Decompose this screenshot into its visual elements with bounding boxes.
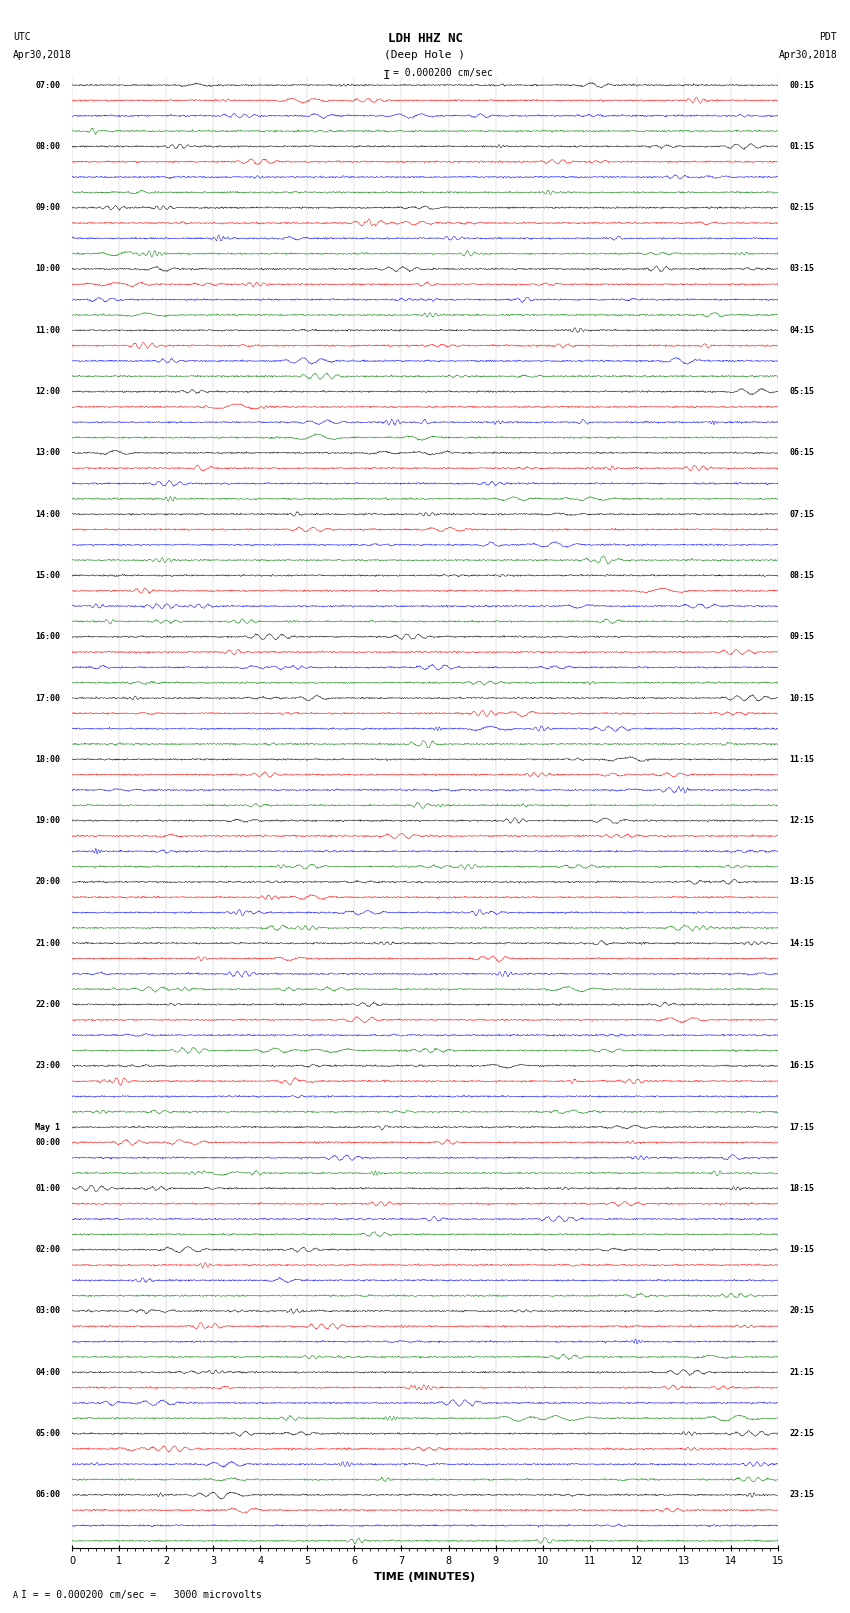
- Text: 11:15: 11:15: [790, 755, 814, 765]
- Text: 14:00: 14:00: [36, 510, 60, 519]
- X-axis label: TIME (MINUTES): TIME (MINUTES): [375, 1571, 475, 1582]
- Text: 17:15: 17:15: [790, 1123, 814, 1132]
- Text: 06:15: 06:15: [790, 448, 814, 458]
- Text: 03:15: 03:15: [790, 265, 814, 274]
- Text: 03:00: 03:00: [36, 1307, 60, 1316]
- Text: 19:15: 19:15: [790, 1245, 814, 1255]
- Text: 22:15: 22:15: [790, 1429, 814, 1439]
- Text: 21:00: 21:00: [36, 939, 60, 948]
- Text: 17:00: 17:00: [36, 694, 60, 703]
- Text: 21:15: 21:15: [790, 1368, 814, 1378]
- Text: 04:15: 04:15: [790, 326, 814, 336]
- Text: 10:15: 10:15: [790, 694, 814, 703]
- Text: 02:00: 02:00: [36, 1245, 60, 1255]
- Text: 12:00: 12:00: [36, 387, 60, 397]
- Text: 05:00: 05:00: [36, 1429, 60, 1439]
- Text: 20:15: 20:15: [790, 1307, 814, 1316]
- Text: A: A: [13, 1590, 18, 1600]
- Text: PDT: PDT: [819, 32, 837, 42]
- Text: UTC: UTC: [13, 32, 31, 42]
- Text: I: I: [383, 69, 390, 82]
- Text: 18:00: 18:00: [36, 755, 60, 765]
- Text: 14:15: 14:15: [790, 939, 814, 948]
- Text: 20:00: 20:00: [36, 877, 60, 887]
- Text: 11:00: 11:00: [36, 326, 60, 336]
- Text: 10:00: 10:00: [36, 265, 60, 274]
- Text: 00:00: 00:00: [36, 1137, 60, 1147]
- Text: 13:00: 13:00: [36, 448, 60, 458]
- Text: 12:15: 12:15: [790, 816, 814, 826]
- Text: 15:15: 15:15: [790, 1000, 814, 1010]
- Text: 09:00: 09:00: [36, 203, 60, 213]
- Text: 08:15: 08:15: [790, 571, 814, 581]
- Text: May 1: May 1: [36, 1123, 60, 1132]
- Text: 16:00: 16:00: [36, 632, 60, 642]
- Text: 22:00: 22:00: [36, 1000, 60, 1010]
- Text: 00:15: 00:15: [790, 81, 814, 90]
- Text: 04:00: 04:00: [36, 1368, 60, 1378]
- Text: I = = 0.000200 cm/sec =   3000 microvolts: I = = 0.000200 cm/sec = 3000 microvolts: [21, 1590, 262, 1600]
- Text: 07:15: 07:15: [790, 510, 814, 519]
- Text: 19:00: 19:00: [36, 816, 60, 826]
- Text: 01:00: 01:00: [36, 1184, 60, 1194]
- Text: 05:15: 05:15: [790, 387, 814, 397]
- Text: 07:00: 07:00: [36, 81, 60, 90]
- Text: 13:15: 13:15: [790, 877, 814, 887]
- Text: 15:00: 15:00: [36, 571, 60, 581]
- Text: Apr30,2018: Apr30,2018: [13, 50, 71, 60]
- Text: 01:15: 01:15: [790, 142, 814, 152]
- Text: Apr30,2018: Apr30,2018: [779, 50, 837, 60]
- Text: 09:15: 09:15: [790, 632, 814, 642]
- Text: 18:15: 18:15: [790, 1184, 814, 1194]
- Text: 02:15: 02:15: [790, 203, 814, 213]
- Text: 23:15: 23:15: [790, 1490, 814, 1500]
- Text: LDH HHZ NC: LDH HHZ NC: [388, 32, 462, 45]
- Text: 23:00: 23:00: [36, 1061, 60, 1071]
- Text: 08:00: 08:00: [36, 142, 60, 152]
- Text: (Deep Hole ): (Deep Hole ): [384, 50, 466, 60]
- Text: 16:15: 16:15: [790, 1061, 814, 1071]
- Text: = 0.000200 cm/sec: = 0.000200 cm/sec: [393, 68, 493, 77]
- Text: 06:00: 06:00: [36, 1490, 60, 1500]
